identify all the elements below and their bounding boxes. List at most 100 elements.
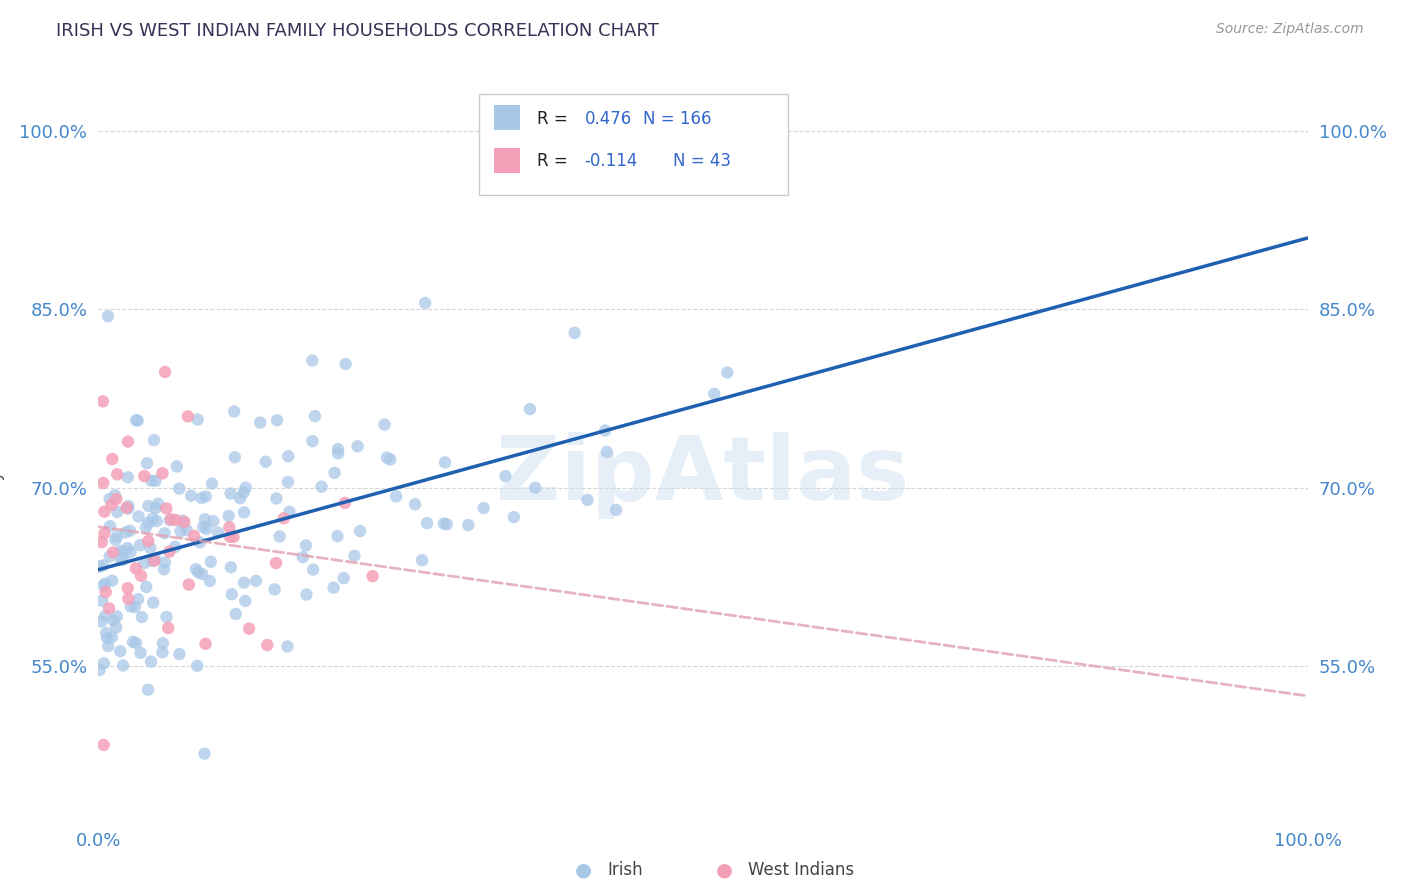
Point xyxy=(219,560,242,574)
Point xyxy=(96,631,118,645)
Point xyxy=(193,747,215,761)
Point xyxy=(141,511,163,525)
Point xyxy=(90,615,112,629)
Point xyxy=(155,501,177,516)
Point xyxy=(322,581,344,595)
Point xyxy=(153,562,176,576)
Point xyxy=(110,543,132,558)
Point xyxy=(266,491,288,506)
Point xyxy=(105,530,128,544)
Point xyxy=(596,445,619,459)
Point xyxy=(127,592,149,607)
Point xyxy=(186,658,208,673)
Text: Source: ZipAtlas.com: Source: ZipAtlas.com xyxy=(1216,22,1364,37)
Point xyxy=(411,553,433,567)
Text: West Indians: West Indians xyxy=(748,861,853,879)
Point xyxy=(166,459,188,474)
Point xyxy=(564,326,586,340)
Point xyxy=(434,455,457,469)
Point xyxy=(218,508,240,523)
Point xyxy=(115,500,138,515)
Point xyxy=(112,658,135,673)
Point xyxy=(105,609,128,624)
Point xyxy=(187,412,209,426)
Point xyxy=(90,535,112,549)
Point xyxy=(195,522,218,536)
Point xyxy=(222,530,245,544)
Point xyxy=(169,524,191,539)
Point xyxy=(143,552,166,566)
Point xyxy=(117,501,139,516)
Bar xyxy=(494,148,520,172)
Point xyxy=(91,394,114,409)
Point xyxy=(385,490,408,504)
Point xyxy=(117,470,139,484)
Point xyxy=(343,549,366,563)
Point xyxy=(129,646,152,660)
Point xyxy=(89,559,111,574)
Point xyxy=(125,636,148,650)
Point xyxy=(97,310,120,324)
Point xyxy=(273,511,295,525)
Point xyxy=(202,514,225,528)
Point xyxy=(184,562,207,576)
Point xyxy=(373,417,395,432)
Point xyxy=(98,549,121,564)
Point xyxy=(125,561,148,575)
Point xyxy=(191,566,214,581)
Point xyxy=(323,466,346,480)
Point xyxy=(139,474,162,488)
Point xyxy=(277,449,299,463)
Point xyxy=(291,550,314,565)
Point xyxy=(138,499,160,513)
Point xyxy=(93,738,115,752)
Point xyxy=(94,585,117,599)
Point xyxy=(98,601,121,615)
Point xyxy=(117,581,139,595)
Point xyxy=(97,639,120,653)
Point xyxy=(416,516,439,530)
Point xyxy=(117,434,139,449)
Point xyxy=(167,482,190,496)
Point xyxy=(104,533,127,547)
Point xyxy=(129,569,152,583)
Point xyxy=(91,558,114,573)
Point xyxy=(129,538,152,552)
Text: R =: R = xyxy=(537,111,568,128)
Point xyxy=(524,481,547,495)
Text: ●: ● xyxy=(575,860,592,880)
Point xyxy=(703,387,725,401)
Point xyxy=(177,577,200,591)
Point xyxy=(91,475,114,490)
Point xyxy=(335,357,357,371)
Point xyxy=(229,491,252,506)
Point xyxy=(225,607,247,621)
Point xyxy=(139,655,162,669)
Point xyxy=(125,413,148,427)
Point xyxy=(155,610,177,624)
Point xyxy=(333,496,356,510)
Point xyxy=(135,580,157,594)
Point xyxy=(169,647,191,661)
Point xyxy=(128,509,150,524)
Point xyxy=(103,614,125,628)
Text: IRISH VS WEST INDIAN FAMILY HOUSEHOLDS CORRELATION CHART: IRISH VS WEST INDIAN FAMILY HOUSEHOLDS C… xyxy=(56,22,659,40)
Point xyxy=(576,492,599,507)
Point xyxy=(194,637,217,651)
Point xyxy=(295,539,318,553)
Point xyxy=(277,475,299,489)
Point xyxy=(110,553,132,567)
Point xyxy=(177,409,200,424)
Point xyxy=(159,513,181,527)
Point xyxy=(380,452,402,467)
Point xyxy=(245,574,267,588)
Point xyxy=(117,591,139,606)
Point xyxy=(101,630,124,644)
Point xyxy=(207,525,229,540)
Point xyxy=(135,520,157,534)
Point xyxy=(152,467,174,481)
Point xyxy=(142,433,165,447)
Point xyxy=(218,520,240,534)
Point xyxy=(110,644,132,658)
Text: R =: R = xyxy=(537,153,568,170)
